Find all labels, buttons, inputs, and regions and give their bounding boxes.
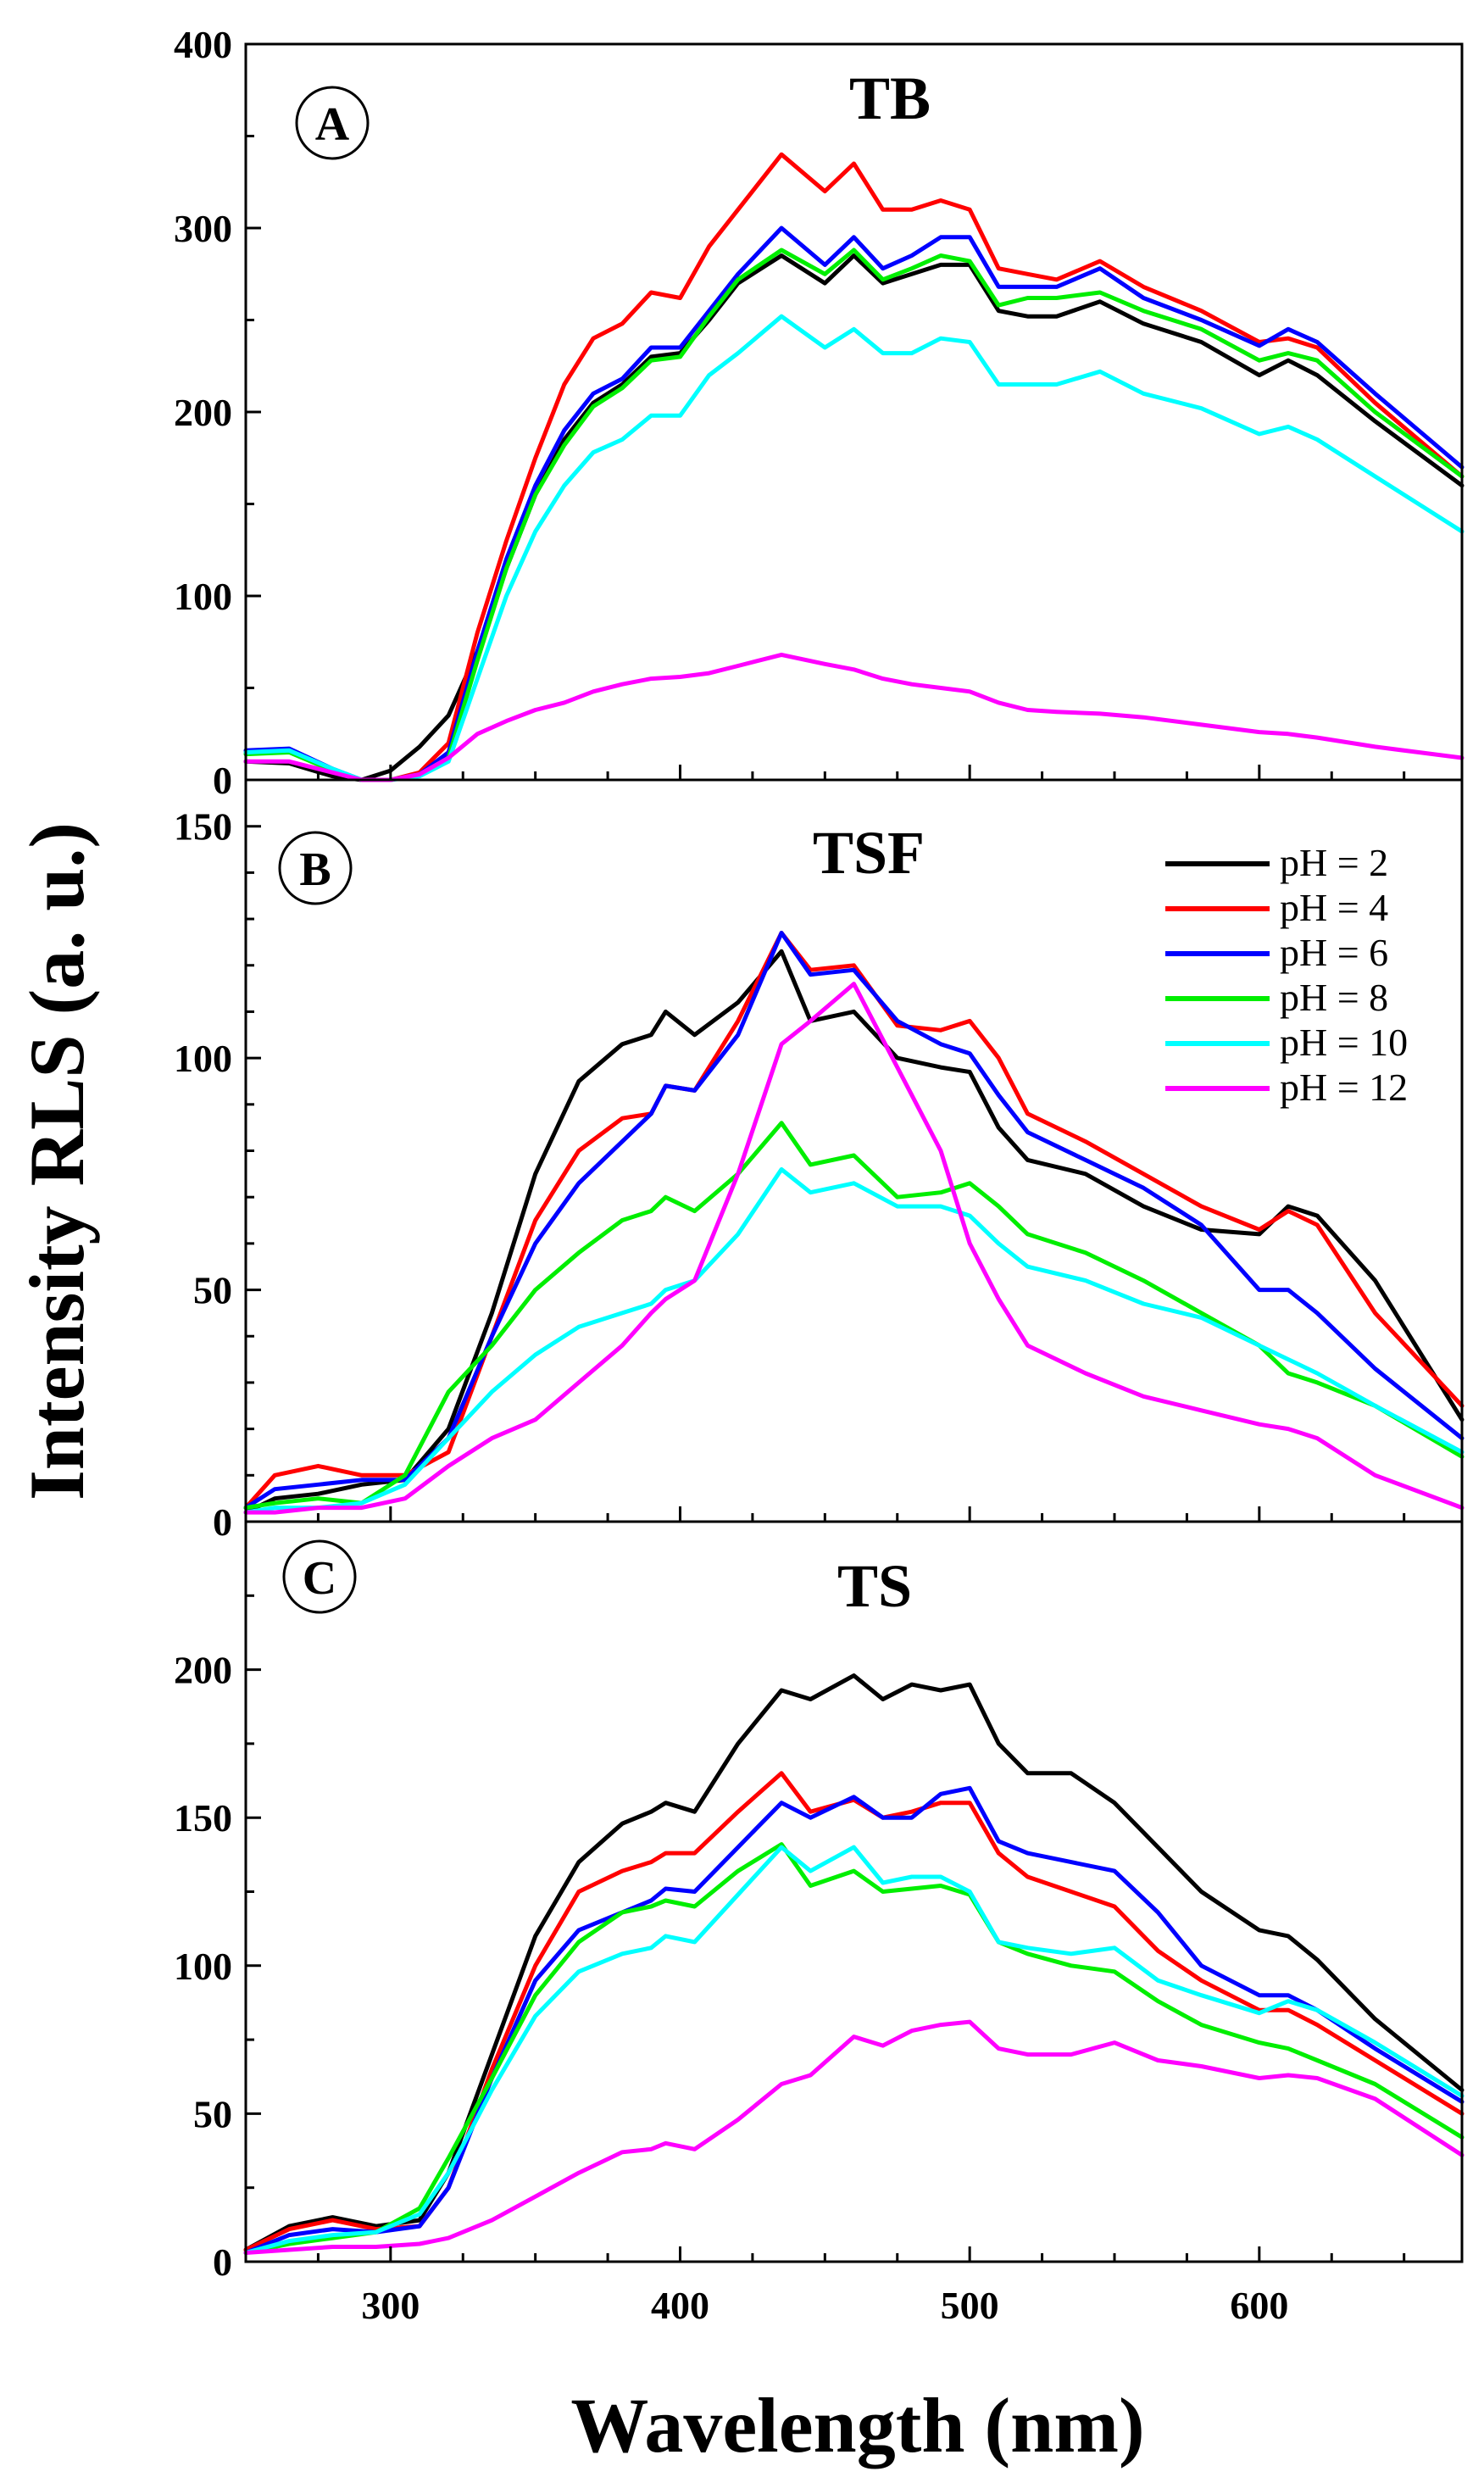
legend-label: pH = 8 bbox=[1280, 976, 1388, 1019]
panel-label-circle bbox=[282, 1539, 357, 1614]
y-tick-label: 200 bbox=[174, 1649, 232, 1692]
series-line-ph-10 bbox=[243, 1166, 1465, 1515]
series-line-ph-6 bbox=[243, 1785, 1465, 2255]
series-line-ph-12 bbox=[243, 652, 1465, 782]
y-tick-label: 100 bbox=[174, 575, 232, 618]
y-tick-label: 100 bbox=[174, 1945, 232, 1988]
x-tick-label: 300 bbox=[361, 2284, 420, 2327]
legend-label: pH = 2 bbox=[1280, 841, 1388, 884]
y-tick-label: 50 bbox=[193, 2092, 232, 2135]
panel-b: 0 50 100 150 B TSF bbox=[174, 778, 1465, 1544]
series-line-ph-8 bbox=[243, 1121, 1465, 1511]
series-line-ph-2 bbox=[243, 1673, 1465, 2252]
legend-label: pH = 10 bbox=[1280, 1021, 1408, 1064]
y-tick-label: 150 bbox=[174, 1796, 232, 1840]
series-line-ph-2 bbox=[243, 253, 1465, 782]
y-tick-label: 50 bbox=[193, 1269, 232, 1312]
y-tick-label: 0 bbox=[213, 2240, 232, 2284]
x-tick-label: 600 bbox=[1230, 2284, 1288, 2327]
series-line-ph-2 bbox=[243, 949, 1465, 1515]
x-tick-label: 400 bbox=[651, 2284, 709, 2327]
panel-title: TSF bbox=[813, 819, 925, 887]
panel-label: A bbox=[315, 98, 350, 151]
x-axis-title: Wavelength (nm) bbox=[570, 2382, 1144, 2469]
panel-c: 0 50 100 150 200 C TS bbox=[174, 1520, 1465, 2284]
legend-label: pH = 6 bbox=[1280, 931, 1388, 974]
y-tick-label: 0 bbox=[213, 1500, 232, 1544]
legend-label: pH = 4 bbox=[1280, 886, 1388, 929]
panel-title: TS bbox=[837, 1552, 912, 1620]
y-tick-label: 0 bbox=[213, 759, 232, 802]
series-line-ph-4 bbox=[243, 152, 1465, 782]
y-tick-label: 100 bbox=[174, 1037, 232, 1080]
series-line-ph-12 bbox=[243, 982, 1465, 1515]
y-tick-label: 200 bbox=[174, 391, 232, 434]
series-line-ph-12 bbox=[243, 2019, 1465, 2255]
panels: 0 100 200 300 400 A TB 0 50 100 150 B TSF 0 50 100 150 20… bbox=[174, 23, 1465, 2327]
series-line-ph-10 bbox=[243, 1845, 1465, 2255]
series-line-ph-6 bbox=[243, 225, 1465, 782]
x-tick-label: 500 bbox=[941, 2284, 999, 2327]
panel-label-circle bbox=[278, 831, 353, 905]
panel-label-circle bbox=[295, 86, 370, 160]
legend-label: pH = 12 bbox=[1280, 1066, 1408, 1109]
y-axis-title: Intensity RLS (a. u.) bbox=[14, 822, 100, 1500]
panel-label: C bbox=[303, 1552, 336, 1605]
x-tick-labels: 300 400 500 600 bbox=[361, 2284, 1288, 2327]
panel-title: TB bbox=[849, 64, 931, 132]
y-tick-label: 150 bbox=[174, 805, 232, 849]
panel-label: B bbox=[299, 843, 331, 896]
y-tick-label: 400 bbox=[174, 23, 232, 66]
series-line-ph-8 bbox=[243, 1842, 1465, 2255]
series-line-ph-10 bbox=[243, 314, 1465, 782]
y-tick-label: 300 bbox=[174, 207, 232, 250]
